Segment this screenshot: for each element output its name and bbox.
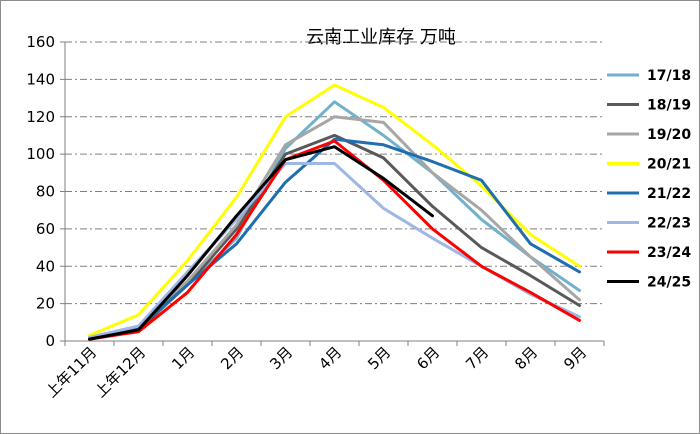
y-tick-label: 60 [36,220,55,238]
chart-title: 云南工业库存 万吨 [306,27,456,48]
legend-label: 22/23 [647,216,691,232]
y-tick-label: 120 [26,108,55,126]
y-axis-ticks: 0 20 40 60 80 100 120 140 160 [26,33,55,350]
y-tick-label: 140 [26,70,55,88]
series-line-19-20 [88,115,581,341]
x-tick-label: 3月 [266,343,296,373]
series-line-21-22 [88,137,581,341]
x-tick-label: 8月 [511,343,541,373]
legend-label: 18/19 [647,98,691,114]
x-tick-label: 4月 [315,343,345,373]
series-lines [88,83,581,341]
legend-label: 20/21 [647,157,691,173]
x-tick-label: 2月 [217,343,247,373]
x-tick-label: 1月 [168,343,198,373]
y-tick-label: 0 [45,332,55,350]
legend: 17/18 18/19 19/20 20/21 21/22 22/23 23/24 24/25 [607,68,691,291]
series-line-24-25 [88,145,434,341]
y-tick-label: 100 [26,145,55,163]
series-line-23-24 [88,139,581,341]
y-tick-label: 40 [36,257,55,275]
y-tick-label: 20 [36,295,55,313]
x-tick-label: 上年11月 [42,343,100,401]
axes [60,41,605,346]
x-tick-label: 5月 [364,343,394,373]
y-tick-label: 80 [36,183,55,201]
x-tick-label: 9月 [560,343,590,373]
x-tick-label: 7月 [462,343,492,373]
x-tick-label: 6月 [413,343,443,373]
legend-label: 21/22 [647,186,691,202]
grid [65,41,604,305]
y-tick-label: 160 [26,33,55,51]
legend-label: 23/24 [647,245,691,261]
x-tick-label: 上年12月 [91,343,149,401]
legend-label: 19/20 [647,127,691,143]
legend-label: 17/18 [647,68,691,84]
legend-label: 24/25 [647,275,691,291]
